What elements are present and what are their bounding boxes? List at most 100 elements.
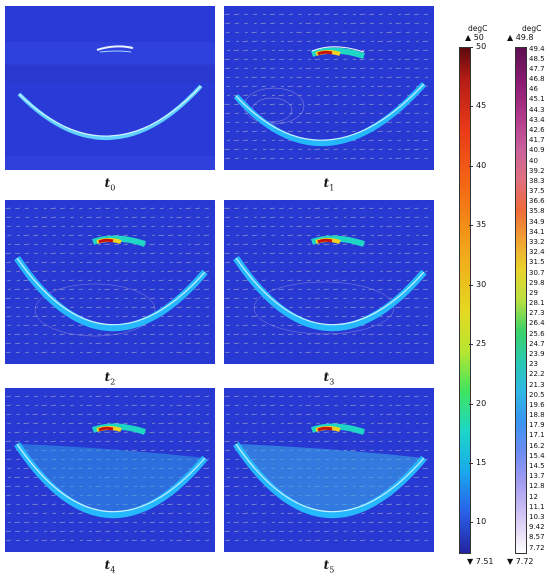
velocity-arrow [244, 31, 249, 33]
velocity-arrow [396, 315, 402, 317]
velocity-arrow [225, 351, 231, 353]
velocity-arrow [7, 521, 12, 523]
velocity-arrow [315, 539, 321, 541]
velocity-arrow [388, 539, 393, 541]
velocity-arrow [334, 413, 339, 415]
velocity-arrow [149, 521, 156, 523]
velocity-arrow [414, 342, 420, 344]
velocity-arrow [379, 225, 384, 227]
velocity-arrow [243, 94, 249, 96]
colorbar2-tick-label: 21.3 [529, 380, 545, 389]
velocity-arrow [131, 539, 138, 541]
velocity-arrow [41, 404, 48, 406]
velocity-arrow [260, 404, 267, 406]
velocity-arrow [289, 31, 294, 33]
velocity-arrow [88, 440, 93, 442]
velocity-arrow [279, 539, 285, 541]
velocity-arrow [196, 315, 201, 317]
velocity-arrow [298, 440, 303, 442]
velocity-arrow [333, 148, 339, 150]
velocity-arrow [25, 315, 30, 317]
velocity-arrow [334, 315, 339, 317]
velocity-arrow [269, 103, 276, 105]
velocity-arrow [423, 58, 429, 60]
velocity-arrow [379, 404, 384, 406]
velocity-arrow [159, 530, 165, 532]
velocity-arrow [396, 324, 402, 326]
velocity-arrow [350, 404, 357, 406]
velocity-arrow [60, 530, 66, 532]
velocity-arrow [315, 216, 321, 218]
velocity-arrow [387, 279, 393, 281]
velocity-arrow [252, 333, 258, 335]
velocity-arrow [88, 252, 93, 254]
velocity-arrow [288, 440, 294, 442]
velocity-arrow [33, 234, 39, 236]
velocity-arrow [360, 413, 366, 415]
velocity-arrow [369, 148, 375, 150]
velocity-arrow [243, 440, 249, 442]
velocity-arrow [288, 207, 294, 209]
velocity-arrow [269, 530, 276, 532]
velocity-arrow [124, 395, 129, 397]
velocity-arrow [325, 130, 330, 132]
velocity-arrow [252, 243, 258, 245]
velocity-arrow [332, 40, 339, 42]
colorbar2-tick-label: 42.6 [529, 125, 545, 134]
panel-label-t5: t5 [323, 558, 335, 575]
velocity-arrow [324, 351, 330, 353]
velocity-arrow [368, 49, 375, 51]
velocity-arrow [305, 306, 312, 308]
colorbar1-tick-mark [469, 284, 473, 286]
velocity-arrow [105, 530, 111, 532]
velocity-arrow [115, 351, 120, 353]
velocity-arrow [78, 512, 84, 514]
velocity-arrow [379, 270, 384, 272]
velocity-arrow [360, 157, 366, 159]
velocity-arrow [234, 404, 240, 406]
velocity-arrow [343, 530, 348, 532]
velocity-arrow [289, 225, 294, 227]
velocity-arrow [370, 512, 375, 514]
velocity-arrow [279, 13, 285, 15]
colorbar2-tick-label: 9.42 [529, 523, 545, 532]
velocity-arrow [280, 76, 285, 78]
colorbar1-tick-mark [469, 462, 473, 464]
velocity-arrow [185, 297, 192, 299]
velocity-arrow [194, 431, 201, 433]
velocity-arrow [297, 431, 303, 433]
velocity-arrow [334, 261, 339, 263]
colorbar2-tick-label: 40.9 [529, 146, 545, 155]
velocity-arrow [279, 261, 285, 263]
velocity-arrow [133, 440, 138, 442]
velocity-arrow [235, 413, 240, 415]
velocity-arrow [262, 252, 267, 254]
velocity-arrow [23, 279, 30, 281]
velocity-arrow [351, 130, 357, 132]
velocity-arrow [261, 315, 267, 317]
velocity-arrow [243, 13, 249, 15]
velocity-arrow [287, 324, 294, 326]
velocity-arrow [343, 216, 348, 218]
velocity-arrow [176, 449, 183, 451]
velocity-arrow [422, 279, 429, 281]
velocity-arrow [405, 306, 411, 308]
velocity-arrow [233, 431, 240, 433]
velocity-arrow [288, 252, 294, 254]
velocity-arrow [305, 351, 312, 353]
velocity-arrow [405, 76, 411, 78]
velocity-arrow [424, 494, 429, 496]
velocity-arrow [115, 404, 120, 406]
velocity-arrow [305, 157, 312, 159]
velocity-arrow [225, 261, 231, 263]
velocity-arrow [243, 252, 249, 254]
velocity-arrow [16, 270, 21, 272]
velocity-arrow [60, 440, 66, 442]
velocity-arrow [262, 440, 267, 442]
velocity-arrow [187, 521, 192, 523]
velocity-arrow [270, 216, 276, 218]
velocity-arrow [370, 121, 375, 123]
velocity-arrow [262, 243, 267, 245]
velocity-arrow [159, 207, 165, 209]
velocity-arrow [342, 333, 348, 335]
